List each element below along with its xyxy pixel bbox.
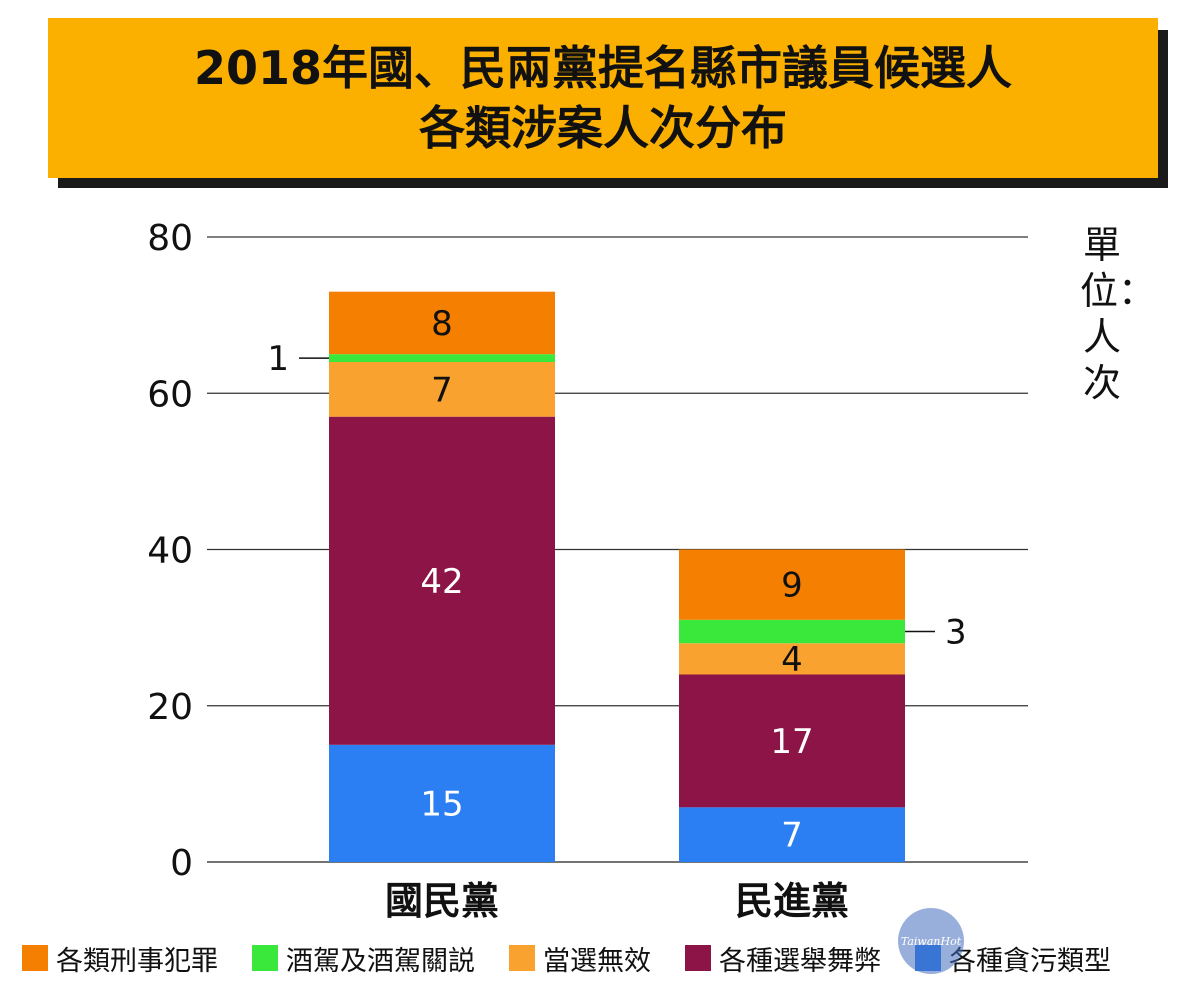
bar-segment-1-3 xyxy=(679,619,905,644)
legend-label-1: 酒駕及酒駕關説 xyxy=(286,945,475,977)
bar-segment-0-4 xyxy=(329,291,555,355)
bar-segment-0-1 xyxy=(329,416,555,745)
data-label-0-0: 15 xyxy=(420,784,463,824)
chart-legend: 各類刑事犯罪 酒駕及酒駕關説 當選無效 各種選舉舞弊 各種貪污類型 xyxy=(22,938,1111,978)
legend-swatch-3 xyxy=(685,945,711,971)
y-tick-label-0: 0 xyxy=(170,843,193,884)
bar-segment-0-0 xyxy=(329,744,555,862)
legend-label-4: 各種貪污類型 xyxy=(949,945,1111,977)
legend-swatch-0 xyxy=(22,945,48,971)
legend-swatch-2 xyxy=(509,945,535,971)
bar-segment-0-3 xyxy=(329,354,555,362)
watermark-text: TaiwanHot xyxy=(900,934,962,948)
legend-label-3: 各種選舉舞弊 xyxy=(719,945,881,977)
chart-title-line-1: 2018年國、民兩黨提名縣市議員候選人 xyxy=(193,41,1013,95)
bar-segment-1-4 xyxy=(679,549,905,620)
y-tick-label-20: 20 xyxy=(147,687,193,728)
legend-item-2: 當選無效 xyxy=(509,939,651,978)
taiwanhot-watermark: TaiwanHot xyxy=(898,908,964,974)
y-tick-label-60: 60 xyxy=(147,374,193,415)
data-label-1-4: 9 xyxy=(781,566,803,606)
data-label-1-0: 7 xyxy=(781,816,803,856)
legend-swatch-1 xyxy=(252,945,278,971)
x-category-label-1: 民進黨 xyxy=(735,879,849,923)
bar-segment-0-2 xyxy=(329,362,555,417)
legend-item-3: 各種選舉舞弊 xyxy=(685,939,881,978)
legend-label-0: 各類刑事犯罪 xyxy=(56,945,218,977)
legend-label-2: 當選無效 xyxy=(543,945,651,977)
data-label-0-3: 1 xyxy=(267,339,289,379)
data-label-1-3: 3 xyxy=(945,613,967,653)
legend-item-0: 各類刑事犯罪 xyxy=(22,939,218,978)
data-label-1-1: 17 xyxy=(770,722,813,762)
title-banner: 2018年國、民兩黨提名縣市議員候選人 各類涉案人次分布 xyxy=(48,18,1158,178)
bar-segment-1-0 xyxy=(679,807,905,862)
y-tick-label-40: 40 xyxy=(147,531,193,572)
chart-title-line-2: 各類涉案人次分布 xyxy=(419,101,787,155)
bar-segment-1-2 xyxy=(679,643,905,675)
data-label-0-2: 7 xyxy=(431,370,453,410)
unit-label: 單位：人次 xyxy=(1080,223,1157,405)
x-category-label-0: 國民黨 xyxy=(385,879,499,923)
data-label-1-2: 4 xyxy=(781,640,803,680)
data-label-0-1: 42 xyxy=(420,562,463,602)
y-tick-label-80: 80 xyxy=(147,218,193,259)
legend-item-1: 酒駕及酒駕關説 xyxy=(252,939,475,978)
bar-segment-1-1 xyxy=(679,674,905,808)
data-label-0-4: 8 xyxy=(431,304,453,344)
